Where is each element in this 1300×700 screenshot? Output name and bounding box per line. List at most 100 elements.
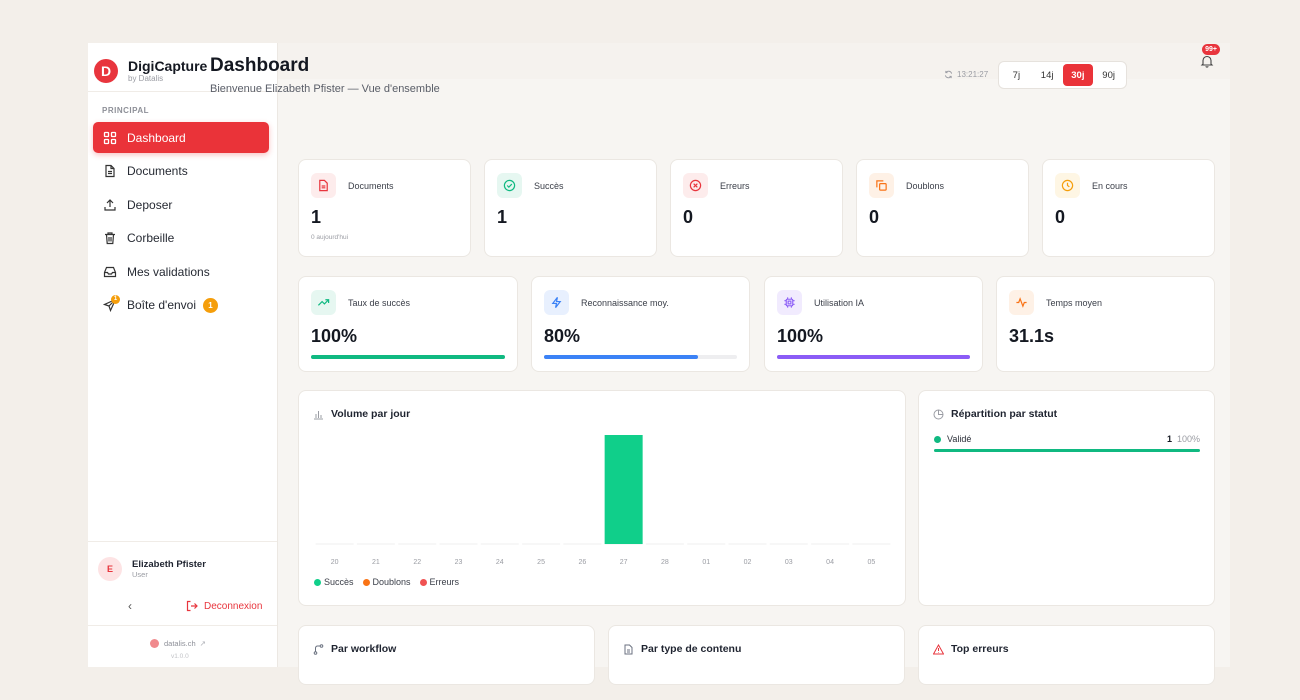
chip-icon [777,290,802,315]
footer-link[interactable]: datalis.ch ↗ [150,639,206,648]
brand-name: DigiCapture [128,58,208,74]
legend-item-doublons[interactable]: Doublons [362,577,411,587]
pie-chart-icon [933,409,944,419]
metric-card-taux-succes[interactable]: Taux de succès 100% [298,276,518,372]
card-title: Répartition par statut [933,408,1057,420]
stat-card-documents[interactable]: Documents 1 0 aujourd'hui [298,159,471,257]
sidebar-item-label: Boîte d'envoi [127,298,197,313]
progress-track [777,355,970,359]
metric-card-temps-moyen[interactable]: Temps moyen 31.1s [996,276,1215,372]
x-tick-label: 02 [744,559,752,566]
metric-card-reconnaissance[interactable]: Reconnaissance moy. 80% [531,276,750,372]
sidebar-item-documents[interactable]: Documents [93,156,269,187]
content-type-card: Par type de contenu [608,625,905,685]
x-tick-label: 03 [785,559,793,566]
stat-note: 0 aujourd'hui [311,234,349,241]
repartition-card: Répartition par statut Validé 1 100% [918,390,1215,606]
legend-label: Doublons [372,577,411,587]
user-profile[interactable]: E Elizabeth Pfister User [98,557,206,581]
grid-icon [103,131,117,145]
inbox-icon [103,265,117,279]
sidebar-item-label: Corbeille [127,231,175,246]
volume-bar-chart: 20 21 22 23 24 25 26 27 28 01 02 03 04 05 [315,435,891,566]
x-tick-label: 01 [702,559,710,566]
trend-up-icon [311,290,336,315]
sidebar-item-label: Deposer [127,197,173,212]
card-title-label: Par type de contenu [641,643,742,655]
bell-icon[interactable] [1200,54,1214,68]
logout-button[interactable]: Deconnexion [186,600,262,612]
sidebar-item-dashboard[interactable]: Dashboard [93,122,269,153]
user-name: Elizabeth Pfister [132,559,206,570]
card-title: Top erreurs [933,643,1009,655]
bar-27[interactable] [604,435,643,544]
range-7j[interactable]: 7j [1012,69,1021,81]
card-title-label: Répartition par statut [951,408,1058,420]
x-tick-label: 22 [413,559,421,566]
status-dot [934,436,941,444]
progress-fill [311,355,505,359]
workflow-card: Par workflow [298,625,595,685]
range-14j[interactable]: 14j [1040,69,1054,81]
stat-label: Documents [348,180,394,191]
progress-track [311,355,505,359]
x-tick-label: 04 [826,559,834,566]
metric-value: 80% [544,326,581,346]
brand[interactable]: D DigiCapture by Datalis [94,51,207,91]
status-row-valide[interactable]: Validé 1 100% [934,434,1200,444]
x-tick-label: 24 [496,559,504,566]
status-percent: 100% [1176,434,1200,444]
legend-item-succes[interactable]: Succès [314,577,354,587]
metric-card-utilisation-ia[interactable]: Utilisation IA 100% [764,276,983,372]
file-text-icon [624,644,633,654]
top-errors-card: Top erreurs [918,625,1215,685]
stat-card-erreurs[interactable]: Erreurs 0 [670,159,843,257]
chart-legend: Succès Doublons Erreurs [314,577,468,587]
sidebar-item-label: Documents [127,164,188,179]
progress-fill [777,355,970,359]
x-circle-icon [683,173,708,198]
sidebar-item-validations[interactable]: Mes validations [93,256,269,287]
metric-label: Utilisation IA [814,297,865,308]
card-title: Volume par jour [313,408,410,420]
zap-icon [544,290,569,315]
send-icon-badge: 1 [111,294,120,304]
footer-link-label: datalis.ch [164,639,196,648]
stat-card-doublons[interactable]: Doublons 0 [856,159,1029,257]
stat-label: Doublons [906,180,945,191]
range-30j[interactable]: 30j [1062,64,1094,86]
file-icon [103,164,117,178]
sidebar-item-deposer[interactable]: Deposer [93,189,269,220]
notification-badge: 99+ [1202,44,1220,55]
page-title: Dashboard [210,55,310,76]
status-count: 1 [1166,434,1172,444]
metric-value: 31.1s [1009,326,1055,346]
x-tick-label: 21 [372,559,380,566]
divider [88,625,277,626]
range-90j[interactable]: 90j [1102,69,1115,81]
datalis-logo-icon [150,639,159,648]
sidebar-item-corbeille[interactable]: Corbeille [93,223,269,254]
x-tick-label: 20 [331,559,339,566]
card-title-label: Volume par jour [331,408,411,420]
x-tick-label: 28 [661,559,669,566]
progress-track [544,355,737,359]
document-icon [311,173,336,198]
refresh-indicator[interactable]: 13:21:27 [944,70,988,79]
x-tick-label: 27 [620,559,628,566]
x-tick-label: 26 [578,559,586,566]
stat-label: Erreurs [720,180,750,191]
stat-label: Succès [534,180,564,191]
avatar: E [98,557,122,581]
stat-card-en-cours[interactable]: En cours 0 [1042,159,1215,257]
sidebar-item-label: Dashboard [127,130,186,145]
collapse-sidebar-button[interactable]: ‹ [128,599,132,613]
card-title: Par workflow [313,643,396,655]
warning-icon [933,643,944,654]
sidebar-item-boite-envoi[interactable]: 1 Boîte d'envoi 1 [93,290,269,321]
legend-item-erreurs[interactable]: Erreurs [419,577,459,587]
external-link-icon: ↗ [199,639,206,648]
version-label: v1.0.0 [171,653,189,660]
sidebar-item-label: Mes validations [127,264,210,279]
stat-card-succes[interactable]: Succès 1 [484,159,657,257]
